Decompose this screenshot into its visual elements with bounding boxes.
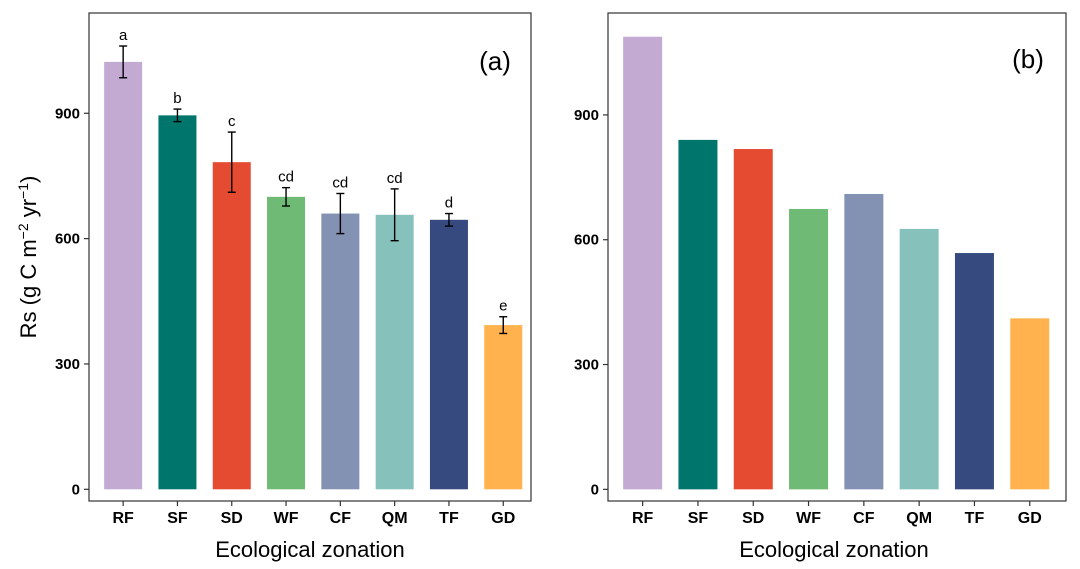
panel-b-y-axis: 0 300 600 900 [574,107,608,498]
x-tick-label-gd: GD [1018,510,1042,527]
x-tick-label-tf: TF [965,510,985,527]
significance-letter: b [173,90,181,107]
x-tick-label-qm: QM [906,510,932,527]
panel-a-significance-letters: a b c cd cd cd d e [119,27,507,315]
x-tick-label-gd: GD [491,510,515,527]
y-tick-label: 0 [591,481,599,498]
panel-b-label: (b) [1012,44,1044,74]
panel-a-frame [88,12,532,502]
x-tick-label-tf: TF [439,510,459,527]
bar-cf [321,213,360,490]
x-tick-label-rf: RF [632,510,654,527]
panel-a-x-axis-title: Ecological zonation [215,537,405,562]
panel-a-error-bars [119,45,508,335]
y-tick-label: 300 [55,356,80,373]
panel-b-x-axis-title: Ecological zonation [739,537,929,562]
panel-b-x-axis: RF SF SD WF CF QM TF GD [632,501,1042,527]
y-tick-label: 600 [55,231,80,248]
x-tick-label-sf: SF [688,510,709,527]
panel-a-label: (a) [479,46,511,76]
significance-letter: a [119,27,128,44]
bar-cf [844,193,884,490]
significance-letter: cd [332,174,348,191]
x-tick-label-sf: SF [167,510,188,527]
x-tick-label-wf: WF [796,510,821,527]
panel-b-chart: 0 300 600 900 RF SF SD WF CF QM TF GD (b) Ecologic… [574,12,1067,562]
bar-gd [484,325,523,490]
x-tick-label-sd: SD [742,510,764,527]
x-tick-label-rf: RF [112,510,134,527]
x-tick-label-qm: QM [382,510,408,527]
significance-letter: c [228,113,236,130]
x-tick-label-cf: CF [330,510,352,527]
bar-rf [104,61,143,490]
y-tick-label: 0 [72,481,80,498]
panel-a-bars [104,61,523,490]
significance-letter: e [499,298,507,315]
bar-qm [375,214,414,490]
significance-letter: d [445,195,453,212]
bar-sf [158,115,197,490]
bar-tf [954,253,994,490]
y-tick-label: 600 [574,232,599,249]
bar-sf [678,139,718,490]
panel-b-bars [623,36,1050,490]
x-tick-label-sd: SD [221,510,243,527]
x-tick-label-wf: WF [274,510,299,527]
panel-a-y-axis-title: Rs (g C m−2 yr−1) [15,176,41,339]
bar-sd [212,162,251,490]
bar-tf [429,219,468,490]
y-tick-label: 300 [574,357,599,374]
bar-qm [899,228,939,490]
panel-b-frame [607,12,1067,502]
bar-gd [1010,318,1050,490]
bar-wf [267,196,306,490]
panel-a-y-axis: 0 300 600 900 [55,105,89,498]
significance-letter: cd [387,170,403,187]
panel-a-x-axis: RF SF SD WF CF QM TF GD [112,501,515,527]
bar-sd [733,149,773,490]
x-tick-label-cf: CF [853,510,875,527]
bar-wf [789,208,829,490]
y-tick-label: 900 [55,105,80,122]
bar-rf [623,36,663,490]
y-tick-label: 900 [574,107,599,124]
significance-letter: cd [278,169,294,186]
